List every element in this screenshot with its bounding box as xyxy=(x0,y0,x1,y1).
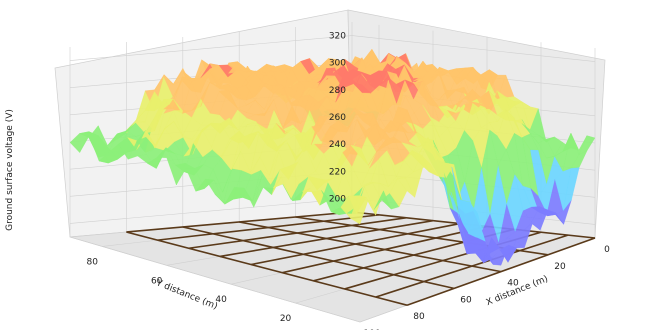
x-tick-label: 20 xyxy=(554,262,566,272)
grid-conductor xyxy=(219,219,434,258)
z-tick-label: 220 xyxy=(329,167,346,177)
grid-conductor xyxy=(126,231,408,306)
z-axis-ticks: 200 220 240 260 280 300 320 xyxy=(329,32,346,205)
z-axis-label: Ground surface voltage (V) xyxy=(5,109,15,231)
x-tick-label: 80 xyxy=(413,312,425,322)
z-tick-label: 320 xyxy=(329,32,346,42)
z-tick-label: 240 xyxy=(329,140,346,150)
x-tick-label: 0 xyxy=(604,245,610,255)
grid-conductor xyxy=(157,214,380,241)
surface-facet xyxy=(578,135,596,155)
grid-conductor xyxy=(239,221,502,273)
grid-conductor xyxy=(126,211,353,233)
grid-conductor xyxy=(282,225,488,274)
grid-conductor xyxy=(406,237,596,306)
x-tick-label: 40 xyxy=(507,279,519,289)
z-tick-label: 300 xyxy=(329,59,346,69)
y-tick-label: 80 xyxy=(86,257,98,267)
grid-conductor xyxy=(250,222,461,266)
floor-gridline xyxy=(69,236,361,323)
y-tick-label: 40 xyxy=(215,295,227,305)
z-tick-label: 200 xyxy=(329,194,346,204)
z-tick-label: 260 xyxy=(329,113,346,123)
y-tick-label: 20 xyxy=(280,314,292,324)
voltage-surface xyxy=(69,48,596,266)
grid-conductor xyxy=(375,234,569,298)
y-tick-label: 60 xyxy=(151,276,163,286)
x-tick-label: 60 xyxy=(460,295,472,305)
y-axis-label: Y distance (m) xyxy=(154,278,219,312)
z-tick-label: 280 xyxy=(329,86,346,96)
grounding-grid xyxy=(126,211,596,306)
grid-conductor xyxy=(182,226,455,290)
grid-conductor xyxy=(188,216,407,250)
